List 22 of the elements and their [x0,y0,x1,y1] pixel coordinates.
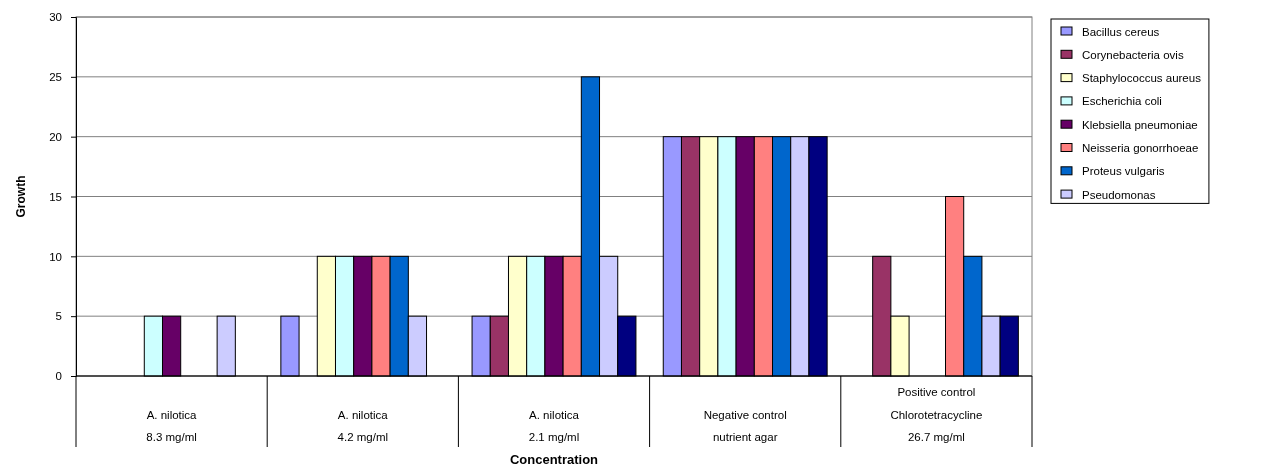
legend-label: Bacillus cereus [1082,25,1160,38]
y-tick-label: 25 [49,71,62,84]
y-axis-title: Growth [14,175,28,218]
x-tick-label: A. nilotica 4.2 mg/ml [337,408,389,443]
x-axis-title: Concentration [509,452,599,467]
legend-label: Staphylococcus aureus [1082,72,1202,85]
y-tick-label: 15 [49,190,62,203]
y-tick-label: 5 [55,310,62,323]
y-tick-label: 0 [55,370,62,383]
y-tick-label: 30 [49,11,62,24]
legend-label: Neisseria gonorrhoeae [1082,142,1199,154]
y-tick-label: 10 [49,250,62,263]
x-tick-label: Positive control Chlorotetracycline 26.7 mg/ml [890,386,983,443]
legend-label: Klebsiella pneumoniae [1082,118,1198,131]
x-tick-label: A. nilotica 8.3 mg/ml [146,408,198,443]
y-tick-label: 20 [49,130,62,143]
legend-label: Pseudomonas [1082,188,1156,201]
x-tick-label: A. nilotica 2.1 mg/ml [528,408,580,443]
legend-label: Corynebacteria ovis [1082,48,1184,61]
legend-label: Escherichia coli [1082,95,1162,108]
legend-label: Proteus vulgaris [1082,165,1165,178]
x-tick-label: Negative control nutrient agar [703,408,787,443]
